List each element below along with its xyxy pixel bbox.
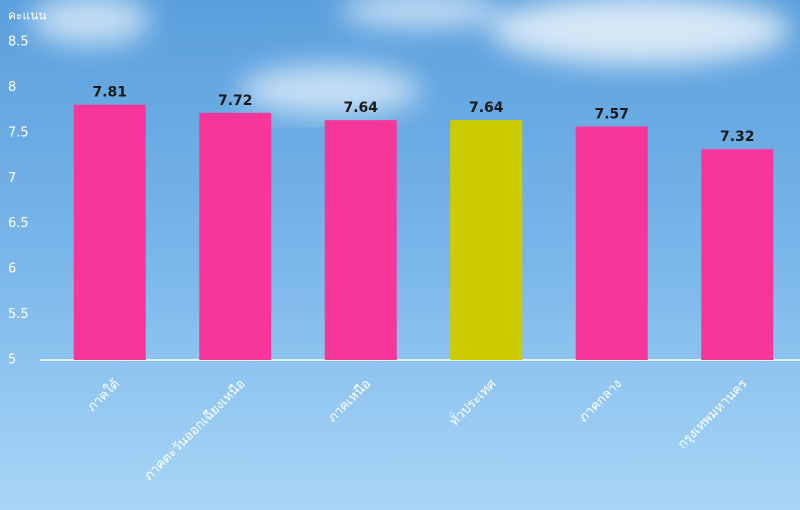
y-tick-label: 5.5 [8, 307, 29, 322]
y-tick-label: 5 [8, 353, 16, 368]
bar [73, 104, 146, 360]
y-tick-label: 7.5 [8, 125, 29, 140]
bar [450, 120, 523, 360]
clouds [30, 0, 790, 115]
data-label: 7.81 [92, 85, 127, 101]
bar [701, 149, 774, 360]
y-tick-label: 6 [8, 262, 16, 277]
y-tick-label: 8.5 [8, 35, 29, 50]
bar [199, 112, 272, 361]
data-label: 7.32 [720, 129, 755, 145]
data-label: 7.64 [343, 100, 378, 116]
y-tick-label: 7 [8, 171, 16, 186]
bar [575, 126, 648, 360]
data-label: 7.64 [469, 100, 504, 116]
bar [324, 120, 397, 360]
y-axis-label: คะแนน [8, 9, 47, 23]
y-tick-label: 6.5 [8, 216, 29, 231]
data-label: 7.57 [594, 106, 629, 122]
y-tick-label: 8 [8, 80, 16, 95]
data-label: 7.72 [218, 93, 253, 109]
